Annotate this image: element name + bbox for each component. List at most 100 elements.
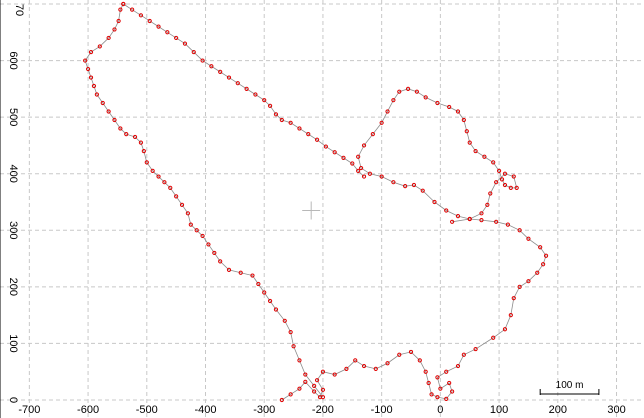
track-point [85, 66, 91, 72]
track-point [106, 35, 111, 41]
track-point [373, 366, 378, 371]
track-point [238, 270, 243, 275]
track-point [444, 208, 449, 213]
track-point [455, 363, 461, 369]
track-point [156, 174, 161, 179]
track-point [262, 98, 267, 103]
track-point [391, 98, 396, 103]
track-point [279, 397, 284, 403]
track-point [502, 171, 508, 176]
track-point [144, 160, 149, 165]
track-point [112, 27, 117, 32]
x-tick-label: -100 [371, 404, 393, 416]
track-point [279, 117, 284, 123]
track-point [297, 386, 302, 391]
track-point [91, 83, 97, 89]
track-point [165, 30, 170, 35]
y-tick-label: 300 [7, 221, 19, 239]
track-point [361, 143, 367, 148]
track-point [511, 296, 516, 301]
center-crosshair [302, 201, 321, 220]
track-point [473, 148, 478, 154]
track-point [508, 313, 513, 318]
track-point [253, 92, 258, 97]
track-point [267, 298, 273, 304]
track-point [359, 165, 364, 171]
x-tick-label: -200 [312, 404, 334, 416]
track-point [464, 129, 469, 134]
track-point [332, 150, 337, 155]
track-point [344, 366, 349, 371]
track-point [514, 185, 519, 190]
track-point [314, 137, 320, 142]
track-point [226, 75, 232, 80]
track-point [494, 219, 499, 224]
track-point [485, 202, 490, 207]
track-point [306, 132, 311, 137]
x-tick-label: -400 [194, 404, 216, 416]
track-point [250, 273, 255, 278]
y-tick-label: 600 [7, 51, 19, 69]
track-point [323, 144, 328, 149]
track-point [538, 245, 543, 250]
track-line [123, 3, 365, 177]
track-point [356, 154, 361, 159]
track-point [244, 86, 249, 91]
track-point [303, 379, 308, 384]
track-point [179, 202, 185, 207]
track-point [379, 174, 384, 179]
y-tick-label: 400 [7, 165, 19, 183]
track-point [496, 168, 502, 173]
track-point [138, 140, 144, 145]
track-point [397, 352, 402, 357]
track-point [432, 199, 437, 205]
track-point [499, 177, 505, 182]
track-point [356, 168, 361, 173]
track-point [447, 380, 452, 386]
track-point [206, 242, 211, 247]
x-tick-label: -300 [253, 404, 275, 416]
track-point [100, 100, 105, 106]
track-point [218, 69, 223, 74]
track-point [200, 58, 205, 63]
track-point [106, 109, 111, 114]
track-point [491, 160, 496, 165]
track-point [235, 81, 240, 86]
track-point [174, 35, 179, 41]
track-point [262, 290, 267, 295]
track-point [488, 191, 493, 196]
y-tick-label: 500 [7, 108, 19, 126]
track-point [83, 58, 88, 63]
track-point [391, 180, 396, 185]
track-point [491, 335, 496, 340]
track-point [414, 89, 419, 94]
track-point [320, 369, 326, 374]
track-point [385, 109, 390, 114]
track-point [273, 112, 279, 117]
track-point [435, 375, 440, 380]
track-point [297, 358, 302, 363]
track-line [84, 3, 324, 398]
track-point [256, 281, 261, 287]
track-point [438, 386, 443, 391]
track-point [273, 307, 279, 312]
track-point [150, 168, 155, 173]
track-point [209, 64, 214, 69]
track-point [288, 392, 293, 397]
track-point [435, 100, 440, 106]
x-tick-label: -600 [77, 404, 99, 416]
track-point [97, 44, 102, 49]
track-point [226, 267, 232, 272]
track-point [88, 49, 94, 55]
track-point [444, 369, 449, 374]
track-layer [83, 1, 549, 403]
track-point [370, 132, 375, 137]
track-point [94, 92, 99, 97]
x-tick-label: -500 [136, 404, 158, 416]
track-point [450, 389, 455, 394]
track-point [473, 346, 478, 352]
track-point [168, 185, 173, 190]
track-point [494, 180, 499, 185]
track-line [281, 88, 547, 401]
